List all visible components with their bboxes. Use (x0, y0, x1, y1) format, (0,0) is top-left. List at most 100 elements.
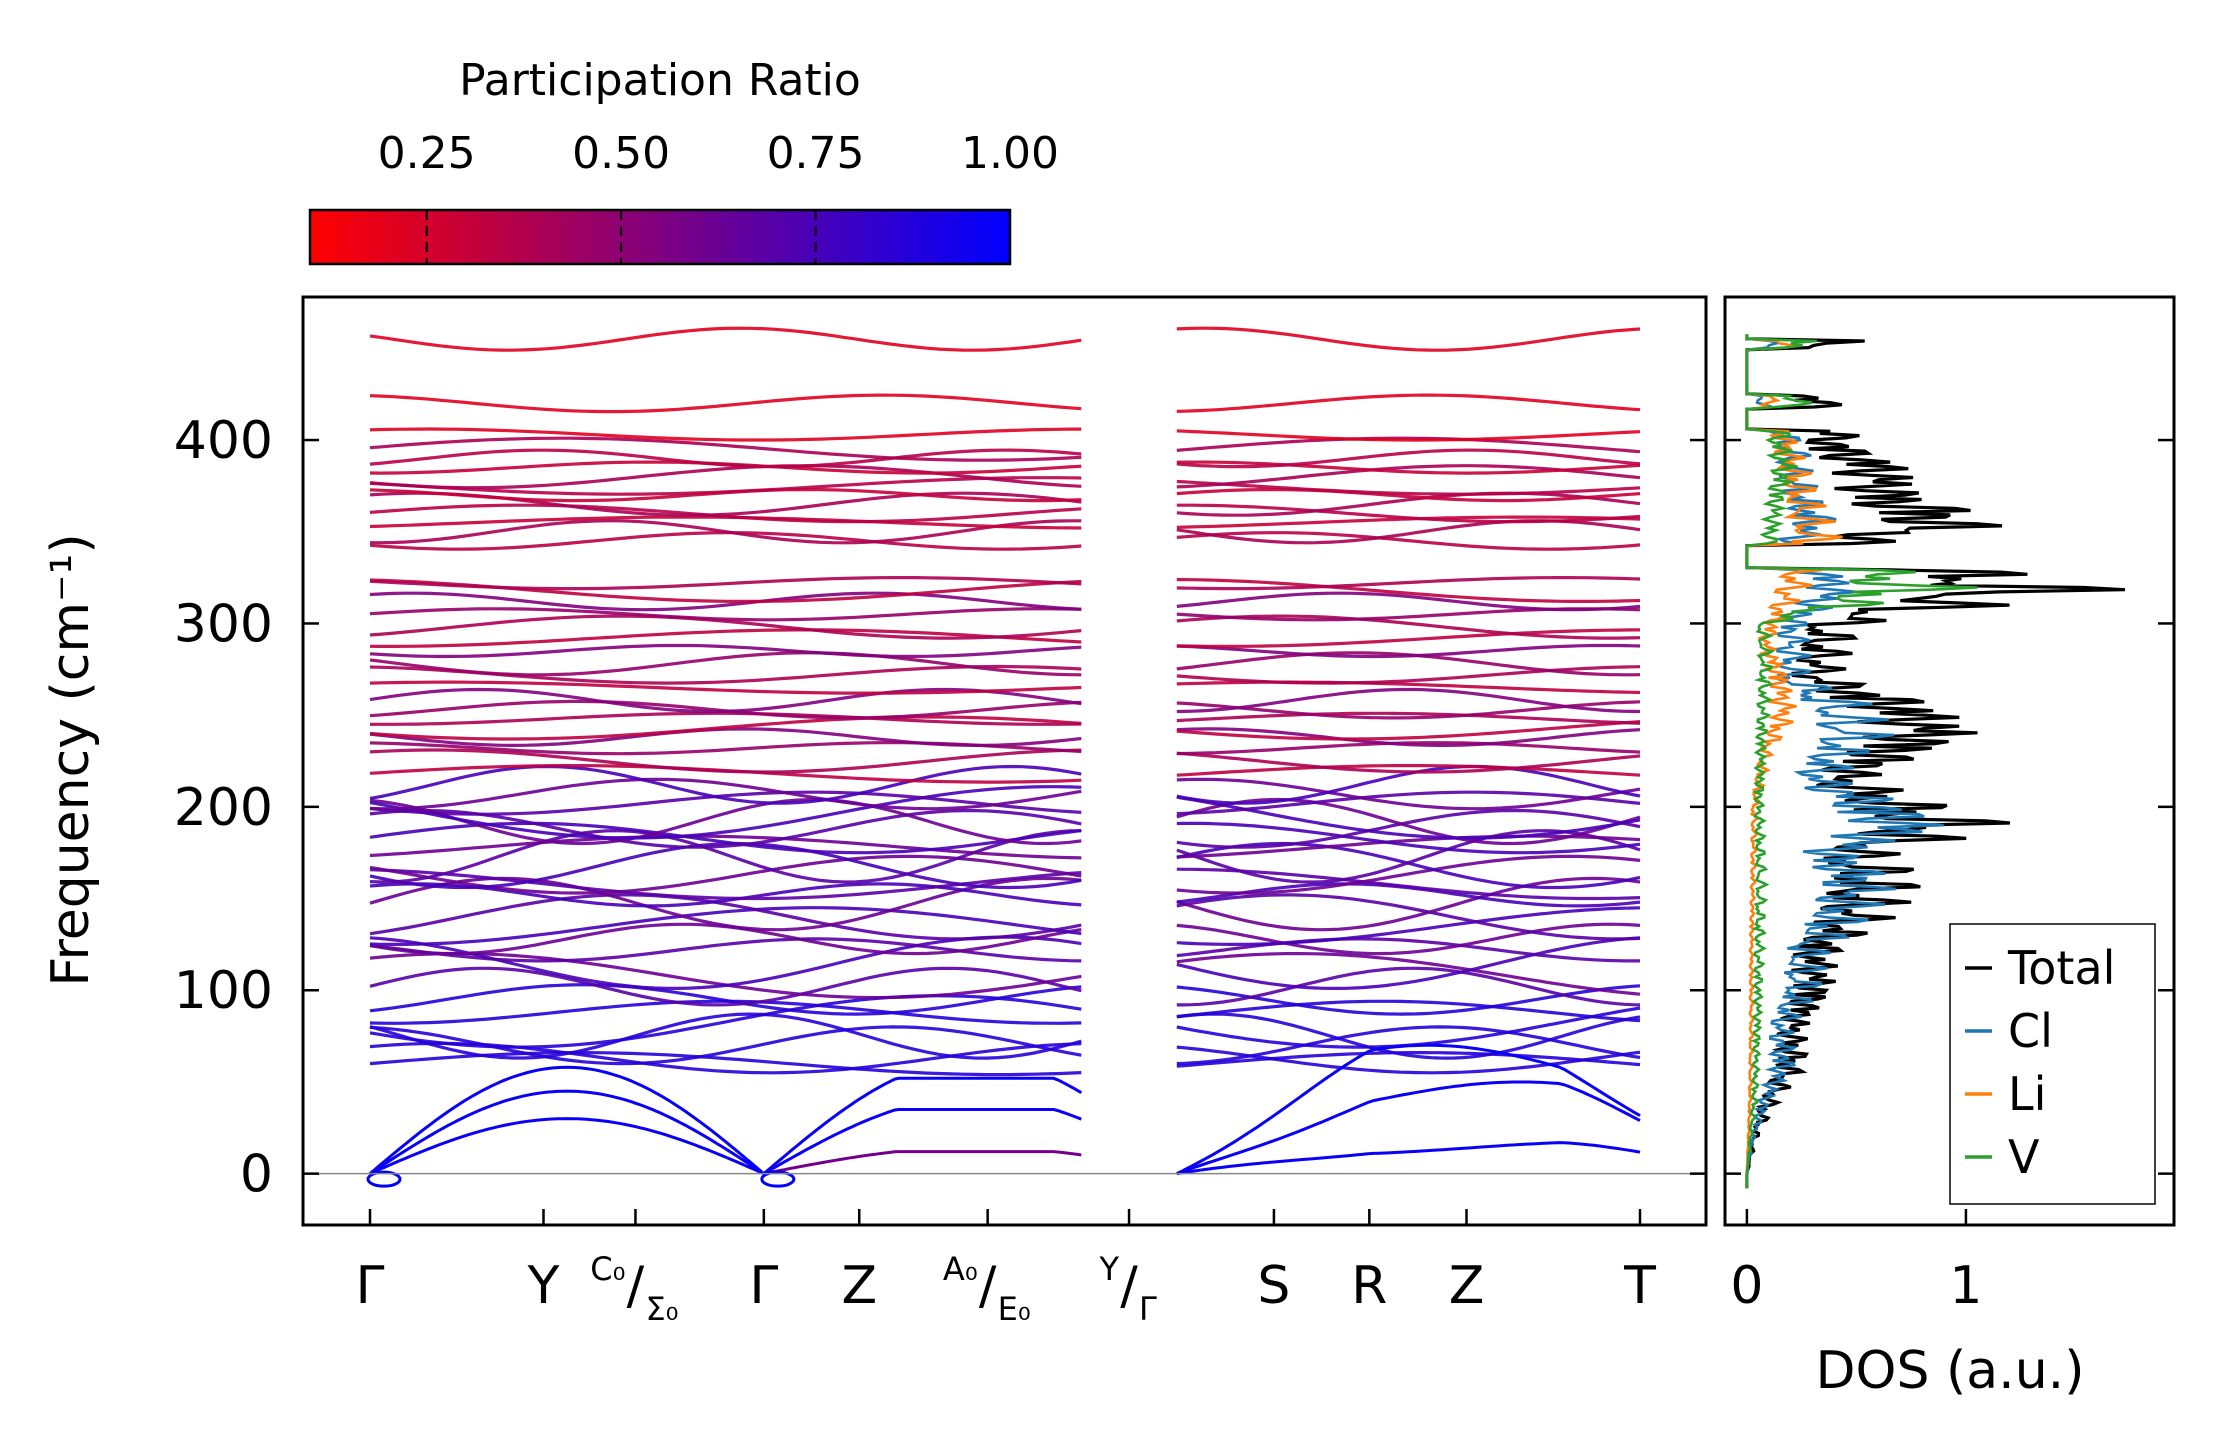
optical-band (369, 798, 1082, 846)
optical-band (1176, 326, 1641, 352)
optical-band (369, 966, 1082, 1007)
acoustic-band (369, 1089, 765, 1175)
optical-band (1176, 922, 1641, 956)
optical-band (1176, 643, 1641, 659)
dos-frame (1723, 295, 2176, 1227)
optical-band (369, 785, 1082, 840)
k-label: Z (841, 1256, 877, 1316)
optical-band (1176, 479, 1641, 496)
k-label: Y (527, 1256, 560, 1316)
optical-band (369, 628, 1082, 648)
optical-band (369, 503, 1082, 524)
colorbar-tick-label: 1.00 (961, 128, 1059, 179)
optical-band (1176, 576, 1641, 591)
colorbar-bar (308, 208, 1012, 266)
optical-band (369, 515, 1082, 530)
optical-band (369, 790, 1082, 816)
band-frame (301, 295, 1708, 1227)
acoustic-band (369, 1065, 765, 1175)
k-label-composite: A₀ / E₀ (943, 1250, 1031, 1328)
optical-band (1176, 1051, 1641, 1068)
k-label: S (1257, 1256, 1290, 1316)
optical-band (369, 994, 1082, 1049)
legend-label: Li (2008, 1067, 2046, 1121)
k-label: R (1351, 1256, 1387, 1316)
k-label-slash: / (979, 1256, 997, 1316)
optical-band (1176, 429, 1641, 442)
k-label-composite: Y / Γ (1099, 1250, 1158, 1328)
optical-band (1176, 854, 1641, 895)
optical-band (369, 427, 1082, 442)
y-tick-label: 0 (240, 1145, 273, 1205)
optical-band (1176, 741, 1641, 756)
optical-band (369, 777, 1082, 811)
k-label-sub: Γ (1139, 1290, 1157, 1328)
dos-lines (1745, 334, 2126, 1189)
optical-band (1176, 491, 1641, 517)
colorbar: Participation Ratio 0.25 0.50 0.75 1.00 (308, 55, 1059, 266)
optical-band (1176, 1025, 1641, 1066)
optical-band (1176, 448, 1641, 469)
colorbar-tick-label: 0.25 (378, 128, 476, 179)
acoustic-band (1176, 1080, 1641, 1176)
optical-band (370, 711, 1082, 726)
acoustic-band (1176, 1043, 1641, 1175)
k-label: T (1623, 1256, 1656, 1316)
k-label-sup: A₀ (943, 1250, 978, 1288)
optical-band (370, 519, 1082, 545)
acoustic-band (763, 1108, 1082, 1175)
optical-band (369, 906, 1082, 946)
optical-band (369, 983, 1082, 1016)
optical-band (369, 607, 1082, 622)
optical-band (1176, 751, 1641, 774)
optical-band (1176, 665, 1641, 685)
colorbar-tick-label: 0.75 (767, 128, 865, 179)
optical-band (369, 614, 1082, 640)
optical-band (1176, 628, 1640, 648)
dos-series-total (1745, 334, 2126, 1189)
y-tick-label: 200 (174, 778, 273, 838)
colorbar-tick-label: 0.50 (572, 128, 670, 179)
acoustic-band (763, 1150, 1082, 1176)
dos-x-tick-label: 0 (1730, 1256, 1763, 1316)
y-tick-label: 100 (174, 961, 273, 1021)
optical-band (369, 476, 1082, 496)
y-tick-label: 300 (174, 594, 273, 654)
gamma-loop (366, 1170, 402, 1188)
optical-band (369, 748, 1082, 774)
band-y-axis: 0 100 200 300 400 (174, 411, 1706, 1205)
optical-band (1176, 936, 1641, 990)
optical-band (369, 393, 1082, 414)
optical-band (1176, 999, 1641, 1023)
x-axis-label: DOS (a.u.) (1816, 1341, 2085, 1401)
k-label-slash: / (627, 1256, 645, 1316)
band-k-axis: Γ Y C₀ / Σ₀ Γ Z A₀ / E₀Y / Γ S R Z T (356, 1209, 1656, 1328)
optical-band (1176, 503, 1641, 524)
optical-band (1176, 591, 1641, 612)
k-label: Γ (749, 1256, 778, 1316)
optical-band (1176, 687, 1641, 714)
k-label-sup: Y (1099, 1250, 1120, 1288)
k-label-composite: C₀ / Σ₀ (590, 1250, 678, 1328)
k-label: Γ (356, 1256, 385, 1316)
optical-band (1176, 488, 1641, 503)
optical-band (1176, 790, 1641, 816)
gamma-loop (760, 1170, 796, 1188)
optical-band (369, 591, 1082, 612)
optical-band (369, 764, 1082, 805)
optical-band (1176, 460, 1641, 475)
optical-band (369, 464, 1082, 490)
legend-label: Cl (2008, 1004, 2053, 1058)
optical-band (1176, 727, 1641, 747)
optical-band (369, 326, 1082, 352)
optical-band (1176, 893, 1641, 941)
dos-x-tick-label: 1 (1949, 1256, 1982, 1316)
optical-band (1176, 720, 1641, 741)
optical-band (1176, 577, 1641, 603)
dos-series-v (1745, 334, 1978, 1189)
optical-band (369, 893, 1082, 941)
optical-band (1176, 436, 1641, 454)
optical-band (1176, 867, 1641, 901)
